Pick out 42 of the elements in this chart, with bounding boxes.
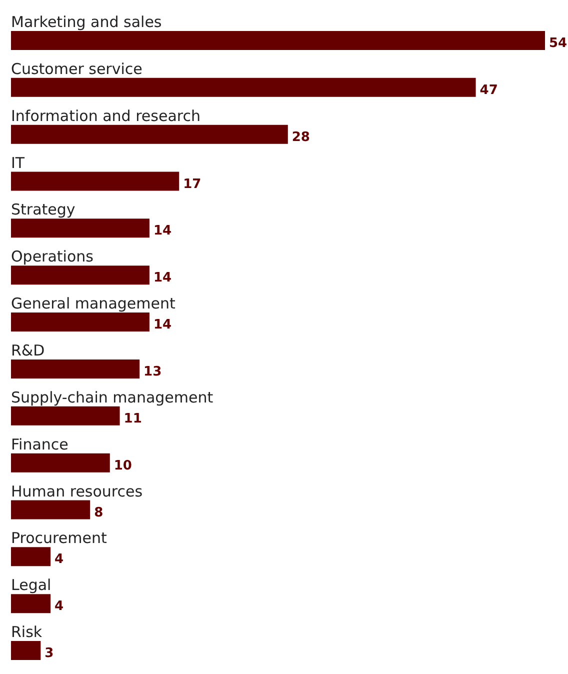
y-tick-label: R&D xyxy=(11,341,45,360)
y-tick-label: Human resources xyxy=(11,482,143,500)
bar xyxy=(11,30,545,50)
data-label: 4 xyxy=(54,552,64,568)
data-label: 10 xyxy=(114,458,132,474)
bar xyxy=(11,124,288,144)
bar xyxy=(11,594,51,614)
y-tick-label: Procurement xyxy=(11,529,107,548)
bar xyxy=(11,406,120,426)
y-tick-label: Legal xyxy=(11,576,52,594)
bar xyxy=(11,547,51,566)
bar xyxy=(11,218,150,238)
data-label: 17 xyxy=(183,176,202,192)
y-tick-label: Risk xyxy=(11,623,42,642)
y-tick-label: Strategy xyxy=(11,200,76,219)
y-tick-label: Finance xyxy=(11,435,68,454)
y-tick-label: Information and research xyxy=(11,106,200,125)
data-label: 4 xyxy=(54,599,64,614)
bar xyxy=(11,500,90,520)
bar xyxy=(11,78,476,97)
y-tick-label: Marketing and sales xyxy=(11,12,162,31)
y-tick-label: General management xyxy=(11,294,176,313)
bar xyxy=(11,172,180,191)
data-label: 54 xyxy=(549,36,568,51)
y-tick-label: Supply-chain management xyxy=(11,388,214,406)
data-label: 47 xyxy=(480,82,498,98)
y-tick-label: IT xyxy=(11,154,26,172)
data-label: 28 xyxy=(292,130,310,145)
data-label: 14 xyxy=(153,224,172,239)
bar xyxy=(11,266,150,285)
data-label: 13 xyxy=(144,364,162,380)
bar xyxy=(11,453,110,472)
data-label: 14 xyxy=(153,318,172,333)
data-label: 3 xyxy=(44,646,54,662)
y-tick-label: Operations xyxy=(11,248,94,266)
data-label: 11 xyxy=(124,411,142,426)
bar xyxy=(11,359,140,378)
bar xyxy=(11,641,41,660)
data-label: 14 xyxy=(153,270,172,286)
bar xyxy=(11,312,150,332)
y-tick-label: Customer service xyxy=(11,60,142,78)
data-label: 8 xyxy=(94,505,104,520)
